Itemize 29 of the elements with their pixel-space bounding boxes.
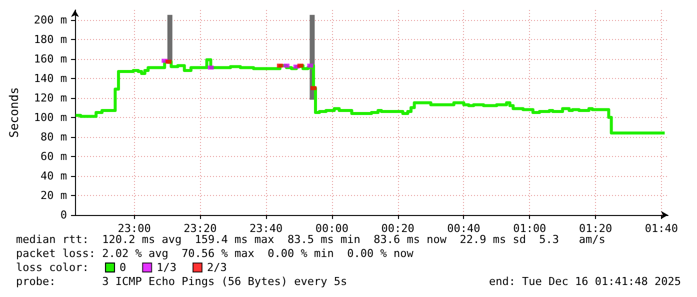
x-tick-label: 01:00 <box>513 222 546 235</box>
x-tick-label: 23:20 <box>184 222 217 235</box>
y-tick-label: 160 m <box>34 52 68 66</box>
x-tick-label: 01:40 <box>644 222 678 235</box>
y-tick-label: 140 m <box>34 72 68 85</box>
y-tick-label: 100 m <box>34 110 68 124</box>
y-tick-label: 0 <box>60 208 67 222</box>
x-tick-label: 23:40 <box>250 222 283 235</box>
x-tick-label: 00:40 <box>447 222 480 235</box>
text: packet loss: 2.02 % avg 70.56 % max 0.00 % min 0.00 % now <box>16 247 414 260</box>
y-tick-label: 40 m <box>40 169 68 182</box>
y-tick-label: 180 m <box>34 32 68 46</box>
legend-label: 1/3 <box>156 261 176 274</box>
text: end: Tue Dec 16 01:41:48 2025 <box>488 275 682 288</box>
legend-label: 2/3 <box>206 261 227 274</box>
x-tick-label: 23:00 <box>118 222 151 235</box>
text: probe: 3 ICMP Echo Pings (56 Bytes) every 5s <box>16 275 348 288</box>
text: median rtt: 120.2 ms avg 159.4 ms max 83.5 ms min 83.6 ms now 22.9 ms sd 5.3 am/s <box>16 233 606 246</box>
x-tick-label: 01:20 <box>578 222 612 235</box>
y-tick-label: 80 m <box>40 130 68 144</box>
legend-label: 0 <box>120 261 126 274</box>
x-tick-label: 00:20 <box>381 222 414 235</box>
legend-title: loss color: <box>16 261 89 274</box>
y-axis-title: Seconds <box>7 87 21 138</box>
x-tick-label: 00:00 <box>315 222 349 235</box>
y-tick-label: 60 m <box>40 150 68 163</box>
y-tick-label: 120 m <box>34 91 68 104</box>
y-tick-label: 20 m <box>40 188 68 202</box>
y-tick-label: 200 m <box>34 13 68 26</box>
